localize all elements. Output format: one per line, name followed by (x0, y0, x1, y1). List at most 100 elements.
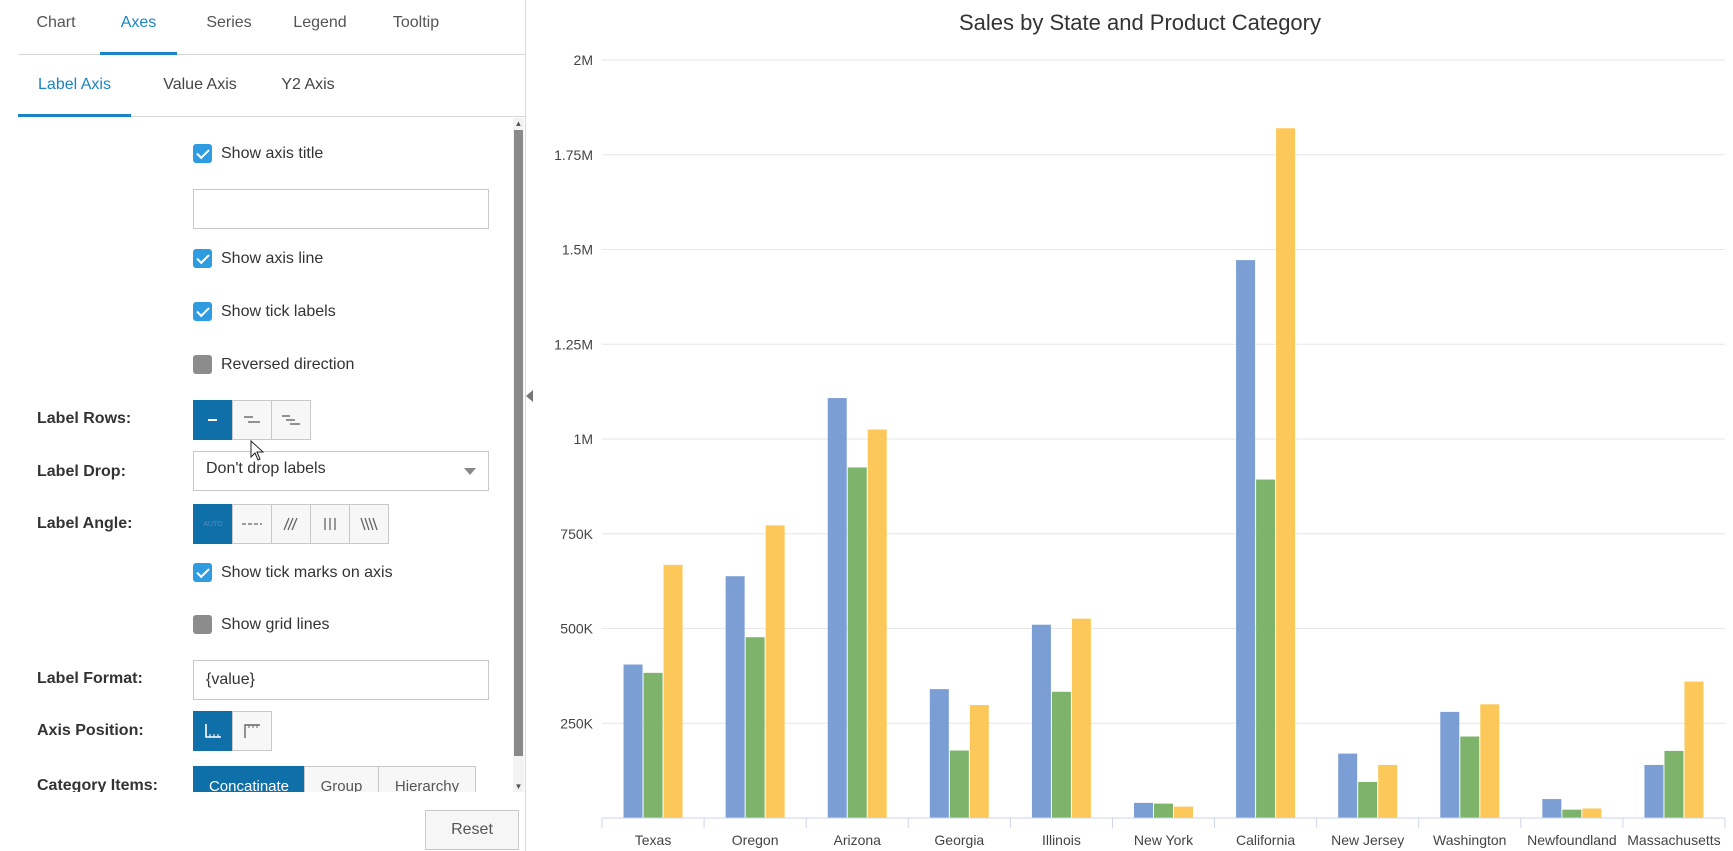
bar[interactable] (725, 576, 745, 818)
mouse-cursor-icon (250, 440, 265, 461)
collapse-panel-icon[interactable] (526, 390, 533, 402)
show-grid-lines-checkbox[interactable]: Show grid lines (193, 615, 330, 634)
y-axis-ticks: 250K 500K 750K 1M 1.25M 1.5M 1.75M 2M (554, 52, 594, 731)
show-tick-labels-label: Show tick labels (221, 302, 336, 320)
tab-axes[interactable]: Axes (100, 0, 177, 55)
category-concatinate-button[interactable]: Concatinate (193, 766, 305, 792)
x-tick-label: New Jersey (1331, 832, 1404, 848)
bar[interactable] (1582, 808, 1602, 818)
bar[interactable] (847, 467, 867, 818)
tab-series[interactable]: Series (206, 14, 252, 31)
scroll-thumb[interactable] (514, 130, 523, 756)
x-tick-label: New York (1134, 832, 1194, 848)
bar[interactable] (765, 525, 785, 818)
label-angle-auto-button[interactable]: AUTO (193, 504, 233, 544)
category-hierarchy-button[interactable]: Hierarchy (378, 766, 476, 792)
bar[interactable] (827, 398, 847, 818)
reversed-direction-checkbox[interactable]: Reversed direction (193, 355, 354, 374)
label-rows-label: Label Rows: (37, 410, 132, 427)
bar[interactable] (745, 637, 765, 818)
bar[interactable] (1460, 736, 1480, 818)
checkbox-unchecked-icon (193, 615, 212, 634)
axis-title-input[interactable] (193, 189, 489, 229)
y-tick-label: 750K (560, 526, 593, 542)
label-angle-diagonal-down-button[interactable] (349, 504, 389, 544)
bar[interactable] (1236, 260, 1256, 818)
chart-title: Sales by State and Product Category (959, 10, 1321, 35)
bar[interactable] (1031, 624, 1051, 818)
label-rows-one-button[interactable] (193, 400, 233, 440)
checkbox-checked-icon (193, 249, 212, 268)
label-rows-two-button[interactable] (232, 400, 272, 440)
label-rows-three-button[interactable] (271, 400, 311, 440)
x-tick-label: Massachusetts (1627, 832, 1720, 848)
category-group-button[interactable]: Group (304, 766, 379, 792)
bar[interactable] (623, 664, 643, 818)
checkbox-checked-icon (193, 563, 212, 582)
y-tick-label: 1.75M (554, 147, 593, 163)
show-axis-title-label: Show axis title (221, 144, 324, 162)
bars (623, 128, 1704, 819)
bar[interactable] (949, 750, 969, 818)
x-tick-label: California (1236, 832, 1295, 848)
settings-scrollbar[interactable]: ▲ ▼ (513, 118, 524, 792)
auto-angle-icon: AUTO (203, 520, 223, 528)
scroll-down-icon[interactable]: ▼ (514, 782, 523, 791)
tab-value-axis[interactable]: Value Axis (163, 76, 237, 93)
bar[interactable] (1480, 704, 1500, 818)
checkbox-unchecked-icon (193, 355, 212, 374)
bar[interactable] (1071, 618, 1091, 818)
show-tick-marks-checkbox[interactable]: Show tick marks on axis (193, 563, 393, 582)
tab-tooltip[interactable]: Tooltip (392, 14, 440, 31)
bar[interactable] (663, 564, 683, 818)
tab-y2-axis[interactable]: Y2 Axis (281, 76, 335, 93)
label-drop-select[interactable]: Don't drop labels (193, 451, 489, 491)
x-tick-label: Arizona (833, 832, 881, 848)
show-axis-title-checkbox[interactable]: Show axis title (193, 144, 323, 163)
three-rows-icon (282, 415, 300, 425)
x-tick-label: Texas (635, 832, 672, 848)
bar[interactable] (1256, 479, 1276, 818)
bar[interactable] (1664, 750, 1684, 818)
x-tick-label: Illinois (1042, 832, 1081, 848)
bar[interactable] (1174, 806, 1193, 818)
scroll-up-icon[interactable]: ▲ (514, 119, 523, 128)
bar[interactable] (1051, 691, 1071, 818)
bar[interactable] (1358, 781, 1378, 818)
tab-chart[interactable]: Chart (36, 14, 76, 31)
bar[interactable] (1154, 803, 1173, 818)
bar[interactable] (1378, 764, 1398, 818)
category-items-toggle: Concatinate Group Hierarchy (193, 766, 476, 792)
label-angle-diagonal-up-button[interactable] (271, 504, 311, 544)
bar[interactable] (643, 672, 663, 818)
label-angle-horizontal-button[interactable] (232, 504, 272, 544)
axis-position-bottom-button[interactable] (193, 711, 233, 751)
bar[interactable] (1684, 681, 1704, 818)
bar[interactable] (1562, 809, 1582, 818)
label-drop-value: Don't drop labels (206, 460, 326, 477)
x-tick-label: Oregon (732, 832, 779, 848)
vertical-angle-icon (324, 518, 336, 530)
bar[interactable] (867, 429, 887, 818)
axis-top-icon (244, 724, 260, 738)
settings-tabs: Chart Axes Series Legend Tooltip (18, 0, 526, 55)
axis-position-top-button[interactable] (232, 711, 272, 751)
show-axis-line-checkbox[interactable]: Show axis line (193, 249, 323, 268)
label-format-input[interactable]: {value} (193, 660, 489, 700)
y-tick-label: 1.25M (554, 336, 593, 352)
bar[interactable] (1134, 802, 1153, 818)
show-tick-labels-checkbox[interactable]: Show tick labels (193, 302, 336, 321)
bar[interactable] (969, 705, 989, 818)
bar[interactable] (1276, 128, 1296, 819)
bar[interactable] (1338, 753, 1358, 818)
bar[interactable] (929, 689, 949, 818)
bar[interactable] (1440, 711, 1460, 818)
label-angle-vertical-button[interactable] (310, 504, 350, 544)
reset-button[interactable]: Reset (425, 810, 519, 850)
tab-label-axis[interactable]: Label Axis (18, 56, 131, 117)
checkbox-checked-icon (193, 302, 212, 321)
label-rows-toggle (193, 400, 311, 440)
bar[interactable] (1542, 799, 1562, 818)
tab-legend[interactable]: Legend (293, 14, 347, 31)
bar[interactable] (1644, 764, 1664, 818)
